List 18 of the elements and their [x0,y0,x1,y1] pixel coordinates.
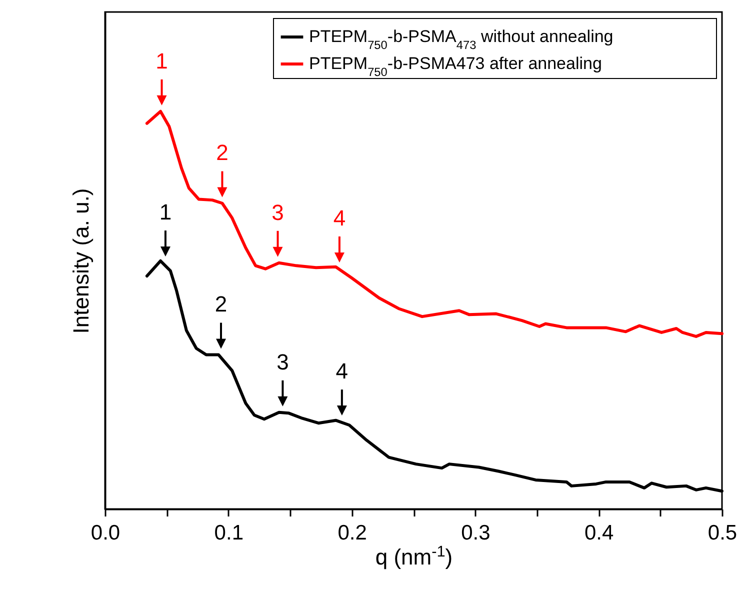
x-tick-label: 0.3 [461,522,490,544]
x-tick-label: 0.1 [214,522,244,544]
annotation: 2 [214,292,228,317]
x-tick-label: 0.0 [90,522,120,544]
annotation: 1 [159,199,172,224]
x-tick-label: 0.2 [338,522,367,544]
y-axis-title: Intensity (a. u.) [68,188,94,334]
x-axis-title: q (nm$^{-1}$) [375,543,453,570]
annotation: 4 [336,358,348,384]
annotation: 3 [272,200,284,225]
legend-label: PTEPM$_{750}$-b-PSMA473 after annealing [309,54,602,79]
x-tick-label: 0.5 [708,522,738,544]
annotation: 4 [333,205,346,230]
annotation: 3 [276,349,289,374]
annotation: 2 [216,140,228,166]
x-tick-label: 0.4 [584,522,614,544]
legend-label: PTEPM$_{750}$-b-PSMA$_{473}$ without annealing [309,27,614,52]
annotation: 1 [156,48,168,74]
